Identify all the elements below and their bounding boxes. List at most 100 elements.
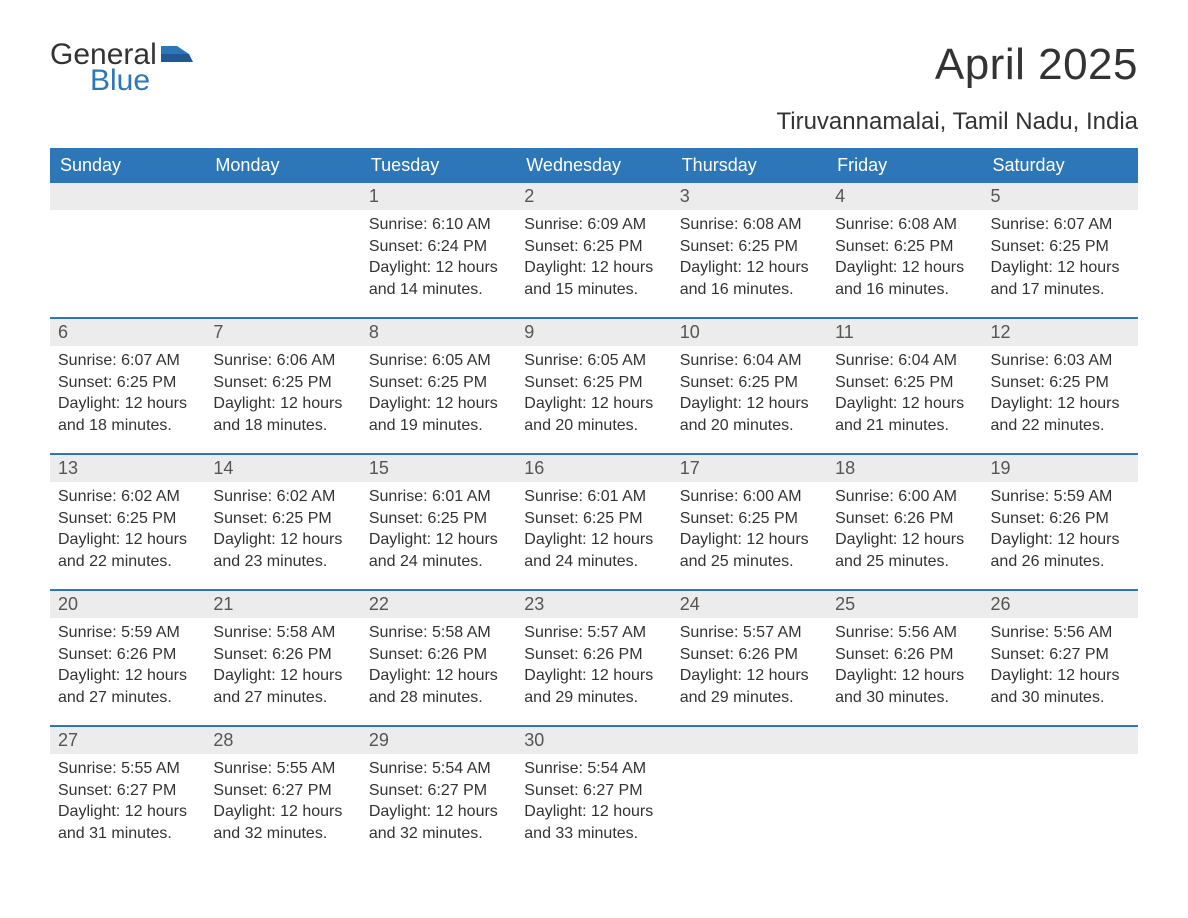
day-content-cell: Sunrise: 6:07 AMSunset: 6:25 PMDaylight:… bbox=[983, 210, 1138, 318]
daylight-text-line1: Daylight: 12 hours bbox=[680, 529, 819, 551]
day-content-cell: Sunrise: 6:00 AMSunset: 6:26 PMDaylight:… bbox=[827, 482, 982, 590]
daylight-text-line2: and 30 minutes. bbox=[991, 687, 1130, 709]
day-content-cell: Sunrise: 5:56 AMSunset: 6:26 PMDaylight:… bbox=[827, 618, 982, 726]
day-content-cell: Sunrise: 5:58 AMSunset: 6:26 PMDaylight:… bbox=[205, 618, 360, 726]
day-content-cell: Sunrise: 5:59 AMSunset: 6:26 PMDaylight:… bbox=[50, 618, 205, 726]
sunrise-text: Sunrise: 5:58 AM bbox=[213, 622, 352, 644]
day-number-cell: 19 bbox=[983, 454, 1138, 482]
sunrise-text: Sunrise: 6:01 AM bbox=[369, 486, 508, 508]
daylight-text-line1: Daylight: 12 hours bbox=[213, 665, 352, 687]
day-number-cell: 29 bbox=[361, 726, 516, 754]
daylight-text-line1: Daylight: 12 hours bbox=[524, 257, 663, 279]
sunset-text: Sunset: 6:25 PM bbox=[991, 372, 1130, 394]
day-content-cell: Sunrise: 6:09 AMSunset: 6:25 PMDaylight:… bbox=[516, 210, 671, 318]
daylight-text-line2: and 20 minutes. bbox=[680, 415, 819, 437]
daylight-text-line1: Daylight: 12 hours bbox=[58, 393, 197, 415]
daylight-text-line2: and 27 minutes. bbox=[58, 687, 197, 709]
sunset-text: Sunset: 6:25 PM bbox=[524, 372, 663, 394]
day-number-cell: 22 bbox=[361, 590, 516, 618]
day-content-cell: Sunrise: 6:08 AMSunset: 6:25 PMDaylight:… bbox=[672, 210, 827, 318]
sunrise-text: Sunrise: 6:07 AM bbox=[58, 350, 197, 372]
day-content-cell bbox=[205, 210, 360, 318]
daylight-text-line2: and 15 minutes. bbox=[524, 279, 663, 301]
daylight-text-line2: and 21 minutes. bbox=[835, 415, 974, 437]
sunrise-text: Sunrise: 5:55 AM bbox=[213, 758, 352, 780]
day-content-cell: Sunrise: 5:54 AMSunset: 6:27 PMDaylight:… bbox=[516, 754, 671, 862]
sunrise-text: Sunrise: 6:02 AM bbox=[213, 486, 352, 508]
daylight-text-line2: and 24 minutes. bbox=[369, 551, 508, 573]
day-content-cell: Sunrise: 6:10 AMSunset: 6:24 PMDaylight:… bbox=[361, 210, 516, 318]
daylight-text-line1: Daylight: 12 hours bbox=[213, 393, 352, 415]
day-number-cell: 12 bbox=[983, 318, 1138, 346]
daynum-row: 27282930 bbox=[50, 726, 1138, 754]
daylight-text-line2: and 22 minutes. bbox=[58, 551, 197, 573]
daylight-text-line2: and 18 minutes. bbox=[58, 415, 197, 437]
daynum-row: 6789101112 bbox=[50, 318, 1138, 346]
sunset-text: Sunset: 6:26 PM bbox=[369, 644, 508, 666]
day-number-cell: 8 bbox=[361, 318, 516, 346]
sunrise-text: Sunrise: 5:56 AM bbox=[991, 622, 1130, 644]
sunset-text: Sunset: 6:26 PM bbox=[58, 644, 197, 666]
day-number-cell: 5 bbox=[983, 183, 1138, 210]
day-number-cell: 27 bbox=[50, 726, 205, 754]
sunset-text: Sunset: 6:25 PM bbox=[369, 372, 508, 394]
day-number-cell bbox=[827, 726, 982, 754]
day-content-row: Sunrise: 6:02 AMSunset: 6:25 PMDaylight:… bbox=[50, 482, 1138, 590]
day-number-cell: 10 bbox=[672, 318, 827, 346]
sunset-text: Sunset: 6:26 PM bbox=[680, 644, 819, 666]
sunset-text: Sunset: 6:26 PM bbox=[835, 644, 974, 666]
sunrise-text: Sunrise: 6:07 AM bbox=[991, 214, 1130, 236]
daylight-text-line1: Daylight: 12 hours bbox=[213, 529, 352, 551]
daylight-text-line1: Daylight: 12 hours bbox=[835, 665, 974, 687]
daylight-text-line2: and 29 minutes. bbox=[680, 687, 819, 709]
daylight-text-line1: Daylight: 12 hours bbox=[369, 393, 508, 415]
daylight-text-line2: and 28 minutes. bbox=[369, 687, 508, 709]
location-text: Tiruvannamalai, Tamil Nadu, India bbox=[776, 108, 1138, 136]
day-content-cell: Sunrise: 5:55 AMSunset: 6:27 PMDaylight:… bbox=[50, 754, 205, 862]
sunset-text: Sunset: 6:26 PM bbox=[213, 644, 352, 666]
daylight-text-line1: Daylight: 12 hours bbox=[680, 257, 819, 279]
sunrise-text: Sunrise: 6:01 AM bbox=[524, 486, 663, 508]
sunrise-text: Sunrise: 5:59 AM bbox=[991, 486, 1130, 508]
day-content-cell: Sunrise: 6:02 AMSunset: 6:25 PMDaylight:… bbox=[50, 482, 205, 590]
daylight-text-line1: Daylight: 12 hours bbox=[991, 665, 1130, 687]
daylight-text-line1: Daylight: 12 hours bbox=[991, 393, 1130, 415]
daylight-text-line2: and 22 minutes. bbox=[991, 415, 1130, 437]
sunrise-text: Sunrise: 6:04 AM bbox=[680, 350, 819, 372]
sunrise-text: Sunrise: 5:54 AM bbox=[524, 758, 663, 780]
day-content-cell: Sunrise: 5:55 AMSunset: 6:27 PMDaylight:… bbox=[205, 754, 360, 862]
sunset-text: Sunset: 6:25 PM bbox=[58, 372, 197, 394]
day-content-cell: Sunrise: 5:58 AMSunset: 6:26 PMDaylight:… bbox=[361, 618, 516, 726]
day-number-cell: 24 bbox=[672, 590, 827, 618]
sunset-text: Sunset: 6:25 PM bbox=[524, 508, 663, 530]
daylight-text-line2: and 25 minutes. bbox=[680, 551, 819, 573]
day-number-cell: 6 bbox=[50, 318, 205, 346]
weekday-header: Wednesday bbox=[516, 148, 671, 183]
day-number-cell: 15 bbox=[361, 454, 516, 482]
daylight-text-line2: and 32 minutes. bbox=[369, 823, 508, 845]
weekday-header: Saturday bbox=[983, 148, 1138, 183]
daylight-text-line1: Daylight: 12 hours bbox=[524, 393, 663, 415]
daylight-text-line2: and 19 minutes. bbox=[369, 415, 508, 437]
sunrise-text: Sunrise: 5:55 AM bbox=[58, 758, 197, 780]
day-number-cell: 1 bbox=[361, 183, 516, 210]
day-content-cell bbox=[983, 754, 1138, 862]
weekday-header: Monday bbox=[205, 148, 360, 183]
day-content-cell: Sunrise: 6:07 AMSunset: 6:25 PMDaylight:… bbox=[50, 346, 205, 454]
day-number-cell: 11 bbox=[827, 318, 982, 346]
sunset-text: Sunset: 6:25 PM bbox=[680, 372, 819, 394]
daylight-text-line2: and 26 minutes. bbox=[991, 551, 1130, 573]
daylight-text-line1: Daylight: 12 hours bbox=[524, 529, 663, 551]
daylight-text-line1: Daylight: 12 hours bbox=[58, 801, 197, 823]
page-header: General Blue April 2025 Tiruvannamalai, … bbox=[50, 40, 1138, 136]
day-number-cell: 9 bbox=[516, 318, 671, 346]
daylight-text-line1: Daylight: 12 hours bbox=[835, 393, 974, 415]
day-content-cell: Sunrise: 6:01 AMSunset: 6:25 PMDaylight:… bbox=[361, 482, 516, 590]
sunrise-text: Sunrise: 5:57 AM bbox=[524, 622, 663, 644]
sunset-text: Sunset: 6:25 PM bbox=[835, 236, 974, 258]
sunrise-text: Sunrise: 5:56 AM bbox=[835, 622, 974, 644]
day-content-cell bbox=[50, 210, 205, 318]
sunrise-text: Sunrise: 6:00 AM bbox=[680, 486, 819, 508]
logo-text-block: General Blue bbox=[50, 40, 193, 96]
daynum-row: 13141516171819 bbox=[50, 454, 1138, 482]
